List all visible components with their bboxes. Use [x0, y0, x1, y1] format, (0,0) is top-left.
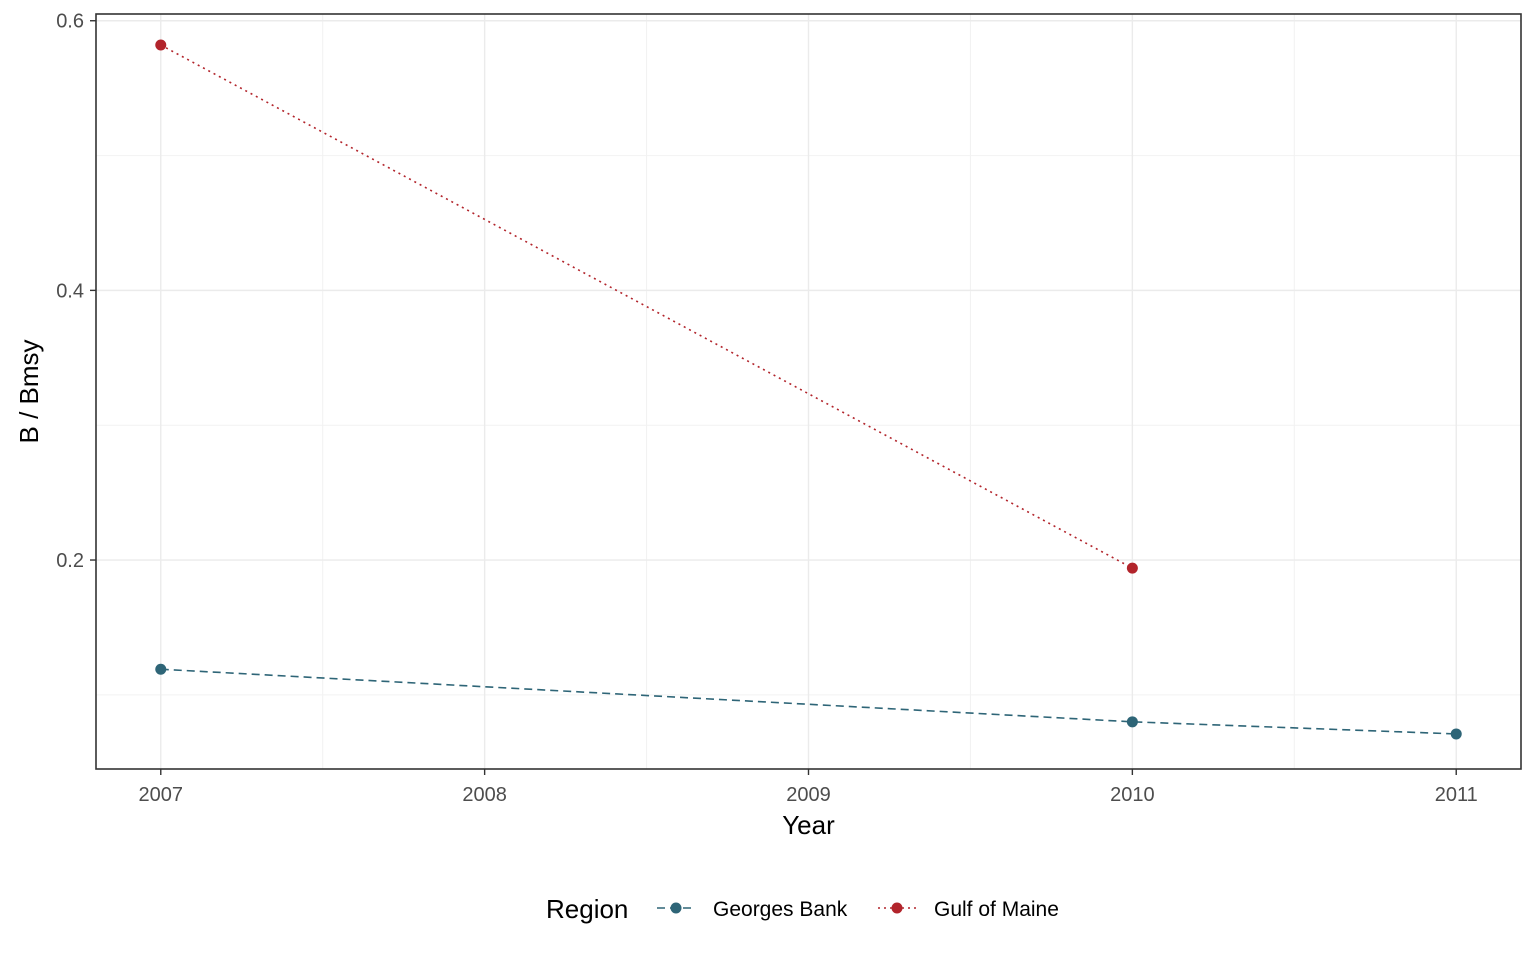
x-tick-label: 2010	[1110, 784, 1155, 806]
legend-item: Gulf of Maine	[878, 898, 1059, 921]
y-tick-label: 0.2	[56, 550, 84, 572]
data-point	[1450, 728, 1462, 740]
legend-key-point	[891, 902, 903, 914]
data-point	[1126, 562, 1138, 574]
grid	[96, 14, 1521, 769]
x-tick-label: 2009	[786, 784, 831, 806]
y-axis-title: B / Bmsy	[14, 339, 44, 443]
legend-label: Georges Bank	[713, 898, 848, 921]
legend-item: Georges Bank	[657, 898, 848, 921]
data-point	[155, 39, 167, 51]
data-point	[155, 663, 167, 675]
legend-key-point	[670, 902, 682, 914]
legend-items: Georges Bank Gulf of Maine	[657, 898, 1059, 921]
x-axis-title: Year	[782, 810, 835, 840]
series-layer	[155, 39, 1462, 740]
series-line	[160, 668, 1457, 735]
legend-label: Gulf of Maine	[934, 898, 1059, 921]
series-georges-bank	[155, 663, 1462, 740]
axes: 2007 2008 2009 2010 2011 0.2 0.4 0.6	[56, 11, 1478, 806]
series-gulf-of-maine	[155, 39, 1138, 574]
x-tick-label: 2011	[1435, 784, 1478, 806]
x-tick-label: 2008	[462, 784, 507, 806]
y-tick-label: 0.4	[56, 280, 84, 302]
legend-title: Region	[546, 894, 628, 924]
series-line	[160, 44, 1133, 569]
data-point	[1126, 716, 1138, 728]
x-tick-label: 2007	[139, 784, 184, 806]
legend: Region Georges Bank Gulf of Maine	[546, 894, 1059, 924]
y-tick-label: 0.6	[56, 11, 84, 33]
